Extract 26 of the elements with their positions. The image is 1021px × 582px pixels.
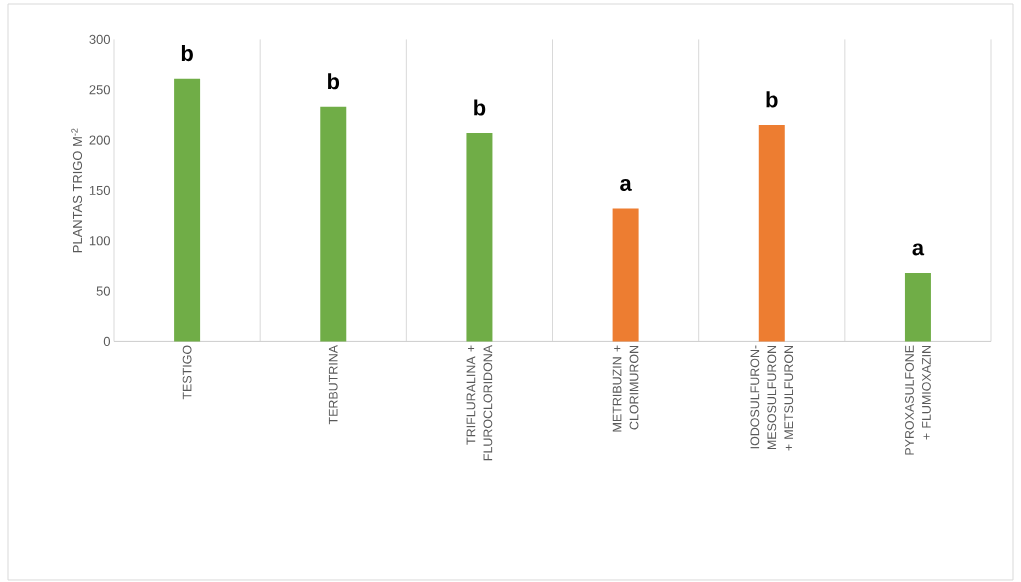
x-tick-label: METRIBUZIN + CLORIMURON	[612, 345, 639, 432]
annotation: b	[181, 45, 193, 62]
annotation: b	[328, 73, 340, 90]
y-axis-title: PLANTAS TRIGO M$^{-2}$	[71, 128, 83, 253]
y-tick-label: 50	[96, 286, 110, 296]
annotation: a	[620, 178, 632, 191]
annotation: a	[912, 243, 925, 256]
y-tick-label: 100	[89, 236, 110, 246]
annotation: b	[766, 91, 778, 108]
x-tick-label: TRIFLURALINA + FLUROCLORIDONA	[466, 344, 493, 461]
y-tick-label: 250	[89, 85, 110, 95]
bar	[758, 124, 785, 342]
x-tick-label: TERBUTRINA	[328, 344, 338, 425]
bar	[174, 78, 201, 342]
bar	[320, 106, 347, 342]
x-tick-label: IODOSULFURON-MESOSULFURON + METSULFURON	[750, 345, 794, 451]
x-tick-label: PYROXASULFONE + FLUMIOXAZIN	[905, 345, 931, 455]
annotation: b	[474, 99, 486, 116]
x-tick-label: TESTIGO	[182, 345, 192, 400]
bar	[904, 272, 931, 342]
y-tick-label: 150	[89, 185, 110, 195]
y-tick-label: 300	[89, 34, 110, 44]
y-tick-label: 200	[89, 135, 110, 145]
bar	[612, 208, 639, 342]
bar	[466, 133, 493, 342]
y-tick-label: 0	[103, 336, 110, 346]
